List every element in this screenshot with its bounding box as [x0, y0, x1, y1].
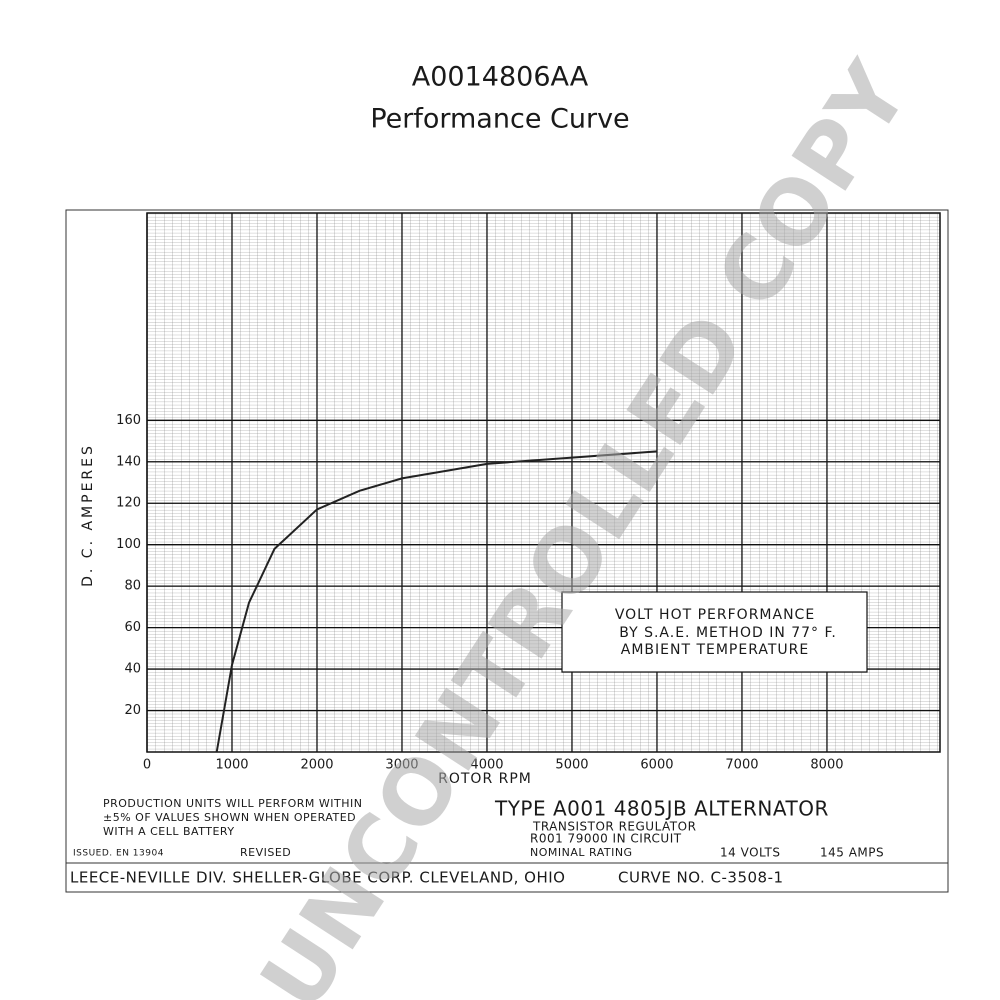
- y-tick-label: 80: [124, 579, 141, 594]
- y-axis-label: D. C. AMPERES: [80, 443, 96, 587]
- note-text: PRODUCTION UNITS WILL PERFORM WITHIN: [103, 797, 363, 810]
- note-text: LEECE-NEVILLE DIV. SHELLER-GLOBE CORP. C…: [70, 869, 565, 887]
- y-tick-label: 100: [116, 537, 141, 552]
- note-text: TYPE A001 4805JB ALTERNATOR: [494, 797, 829, 821]
- y-tick-label: 60: [124, 620, 141, 635]
- annotation-text: BY S.A.E. METHOD IN 77° F.: [619, 625, 837, 641]
- y-tick-label: 20: [124, 703, 141, 718]
- note-text: CURVE NO. C-3508-1: [618, 869, 784, 887]
- note-text: ISSUED. EN 13904: [73, 849, 164, 859]
- note-text: 145 AMPS: [820, 846, 884, 860]
- note-text: ±5% OF VALUES SHOWN WHEN OPERATED: [103, 811, 356, 824]
- annotation-text: VOLT HOT PERFORMANCE: [615, 607, 815, 623]
- x-axis-label: ROTOR RPM: [438, 771, 532, 787]
- note-text: REVISED: [240, 846, 291, 859]
- chart-subtitle: Performance Curve: [370, 104, 629, 135]
- x-tick-label: 7000: [725, 758, 758, 773]
- x-tick-label: 0: [143, 758, 151, 773]
- note-text: TRANSISTOR REGULATOR: [532, 820, 696, 834]
- annotation-box: [561, 591, 868, 673]
- note-text: NOMINAL RATING: [530, 846, 633, 859]
- note-text: R001 79000 IN CIRCUIT: [530, 832, 682, 846]
- y-tick-label: 40: [124, 662, 141, 677]
- data-line: [215, 450, 658, 753]
- annotation-text: AMBIENT TEMPERATURE: [621, 642, 810, 658]
- x-tick-label: 8000: [810, 758, 843, 773]
- x-tick-label: 1000: [215, 758, 248, 773]
- note-text: WITH A CELL BATTERY: [103, 825, 235, 838]
- x-tick-label: 2000: [300, 758, 333, 773]
- x-tick-label: 4000: [470, 758, 503, 773]
- x-tick-label: 3000: [385, 758, 418, 773]
- y-tick-label: 140: [116, 454, 141, 469]
- note-text: 14 VOLTS: [720, 846, 781, 860]
- y-tick-label: 160: [116, 413, 141, 428]
- x-tick-label: 6000: [640, 758, 673, 773]
- sheet-border: [65, 209, 949, 893]
- chart-title: A0014806AA: [412, 62, 589, 93]
- y-tick-label: 120: [116, 496, 141, 511]
- x-tick-label: 5000: [555, 758, 588, 773]
